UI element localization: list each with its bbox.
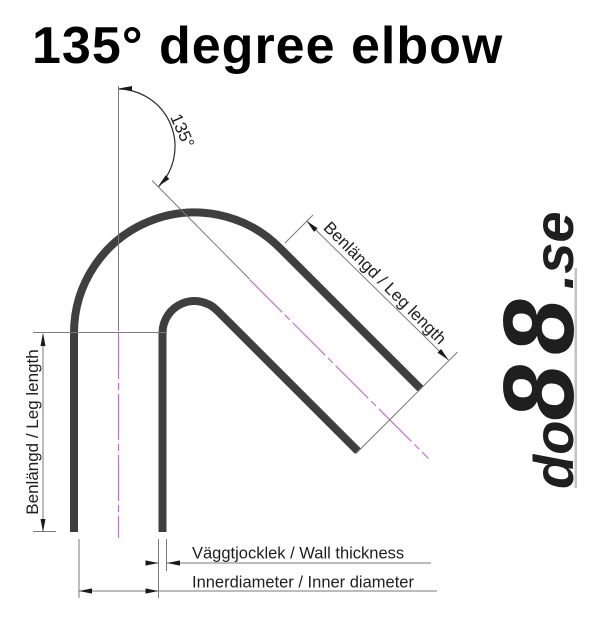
extension-line-centerline-diagonal [151,180,250,280]
extension-line-bend-end [284,214,314,244]
centerline-diagonal-leg [249,279,429,459]
wall-thickness-label: Väggtjocklek / Wall thickness [192,545,404,563]
watermark-underline [574,268,577,488]
arrow-angle-arc-top [119,86,132,91]
arrow-diagonal-leg-bottom [437,349,449,360]
pipe-outer-wall [70,208,424,532]
dimension-line-diagonal-leg [306,220,449,361]
extension-line-pipe-end-face [355,351,458,454]
watermark: do88.se [483,211,595,489]
centerlines [117,279,429,538]
angle-arc [118,88,176,187]
arrowheads [40,86,449,594]
inner-diameter-label: Innerdiameter / Inner diameter [192,574,414,592]
pipe-inner-wall [158,297,361,532]
arrow-inner-diameter-left [79,588,92,594]
watermark-text: do88.se [483,211,595,489]
watermark-part-88: 88 [483,289,595,420]
page-title: 135° degree elbow [32,17,503,75]
arrow-inner-diameter-right [145,588,159,594]
arrow-angle-arc-end [158,175,170,187]
leg-length-label-left: Benlängd / Leg length [23,349,42,514]
arrow-diagonal-leg-top [306,220,318,232]
pipe [70,208,424,532]
arrow-left-leg-bottom [40,519,46,532]
arrow-left-leg-top [40,333,46,346]
leg-length-label-diagonal: Benlängd / Leg length [320,218,450,348]
arrow-wall-thickness-right [167,560,180,566]
arrow-wall-thickness-left [145,560,159,566]
angle-label: 135° [166,111,198,151]
dimension-lines [33,86,458,598]
